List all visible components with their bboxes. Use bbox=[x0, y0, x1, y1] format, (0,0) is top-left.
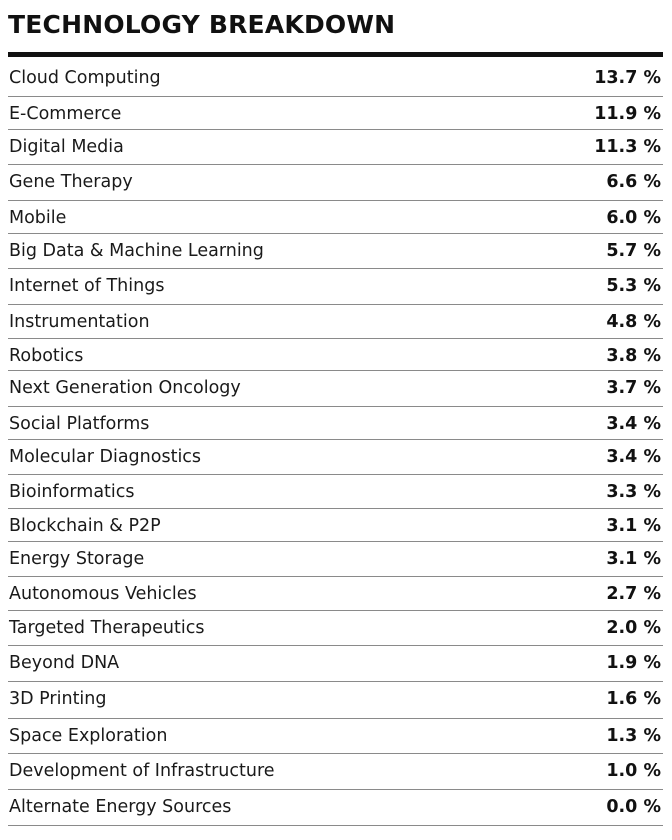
row-value: 3.8 % bbox=[606, 346, 661, 366]
row-value: 3.4 % bbox=[606, 447, 661, 467]
row-label: Autonomous Vehicles bbox=[9, 584, 197, 604]
table-title: TECHNOLOGY BREAKDOWN bbox=[8, 10, 396, 39]
row-label: Molecular Diagnostics bbox=[9, 447, 202, 467]
row-label: Energy Storage bbox=[9, 549, 145, 569]
row-value: 5.7 % bbox=[606, 241, 661, 261]
row-label: Beyond DNA bbox=[9, 653, 120, 673]
table-row: Bioinformatics 3.3 % bbox=[8, 475, 663, 509]
row-value: 2.0 % bbox=[606, 618, 661, 638]
row-label: Robotics bbox=[9, 346, 84, 366]
row-label: Social Platforms bbox=[9, 414, 150, 434]
row-value: 3.1 % bbox=[606, 516, 661, 536]
row-label: E-Commerce bbox=[9, 104, 122, 124]
table-row: Robotics 3.8 % bbox=[8, 339, 663, 371]
table-row: E-Commerce 11.9 % bbox=[8, 97, 663, 130]
row-label: Bioinformatics bbox=[9, 482, 135, 502]
row-label: Space Exploration bbox=[9, 726, 168, 746]
row-value: 3.3 % bbox=[606, 482, 661, 502]
table-row: Mobile 6.0 % bbox=[8, 201, 663, 234]
row-value: 1.9 % bbox=[606, 653, 661, 673]
row-label: Instrumentation bbox=[9, 312, 150, 332]
table-row: 3D Printing 1.6 % bbox=[8, 682, 663, 719]
row-value: 1.6 % bbox=[606, 689, 661, 709]
table-row: Big Data & Machine Learning 5.7 % bbox=[8, 234, 663, 269]
row-value: 4.8 % bbox=[606, 312, 661, 332]
row-value: 1.3 % bbox=[606, 726, 661, 746]
row-value: 6.0 % bbox=[606, 208, 661, 228]
row-value: 6.6 % bbox=[606, 172, 661, 192]
row-label: Cloud Computing bbox=[9, 68, 161, 88]
row-label: Big Data & Machine Learning bbox=[9, 241, 264, 261]
table-row: Instrumentation 4.8 % bbox=[8, 305, 663, 339]
table-row: Next Generation Oncology 3.7 % bbox=[8, 371, 663, 407]
row-value: 0.0 % bbox=[606, 797, 661, 817]
row-label: Mobile bbox=[9, 208, 67, 228]
row-value: 11.3 % bbox=[594, 137, 661, 157]
table-row: Molecular Diagnostics 3.4 % bbox=[8, 440, 663, 475]
row-value: 5.3 % bbox=[606, 276, 661, 296]
table-row: Autonomous Vehicles 2.7 % bbox=[8, 577, 663, 611]
row-label: Alternate Energy Sources bbox=[9, 797, 232, 817]
breakdown-table: Cloud Computing 13.7 % E-Commerce 11.9 % Dig… bbox=[8, 61, 663, 826]
row-value: 2.7 % bbox=[606, 584, 661, 604]
table-row: Space Exploration 1.3 % bbox=[8, 719, 663, 754]
table-row: Blockchain & P2P 3.1 % bbox=[8, 509, 663, 542]
table-row: Beyond DNA 1.9 % bbox=[8, 646, 663, 682]
row-label: 3D Printing bbox=[9, 689, 107, 709]
table-row: Cloud Computing 13.7 % bbox=[8, 61, 663, 97]
row-label: Development of Infrastructure bbox=[9, 761, 275, 781]
table-row: Development of Infrastructure 1.0 % bbox=[8, 754, 663, 790]
row-value: 3.1 % bbox=[606, 549, 661, 569]
row-label: Blockchain & P2P bbox=[9, 516, 161, 536]
row-label: Gene Therapy bbox=[9, 172, 133, 192]
table-row: Social Platforms 3.4 % bbox=[8, 407, 663, 440]
row-label: Targeted Therapeutics bbox=[9, 618, 205, 638]
table-row: Gene Therapy 6.6 % bbox=[8, 165, 663, 201]
row-value: 13.7 % bbox=[594, 68, 661, 88]
table-row: Digital Media 11.3 % bbox=[8, 130, 663, 165]
row-label: Digital Media bbox=[9, 137, 124, 157]
row-label: Internet of Things bbox=[9, 276, 165, 296]
row-value: 1.0 % bbox=[606, 761, 661, 781]
title-rule bbox=[8, 52, 663, 57]
row-value: 11.9 % bbox=[594, 104, 661, 124]
table-row: Targeted Therapeutics 2.0 % bbox=[8, 611, 663, 646]
table-row: Alternate Energy Sources 0.0 % bbox=[8, 790, 663, 826]
table-row: Energy Storage 3.1 % bbox=[8, 542, 663, 577]
table-row: Internet of Things 5.3 % bbox=[8, 269, 663, 305]
row-value: 3.4 % bbox=[606, 414, 661, 434]
row-label: Next Generation Oncology bbox=[9, 378, 241, 398]
row-value: 3.7 % bbox=[606, 378, 661, 398]
